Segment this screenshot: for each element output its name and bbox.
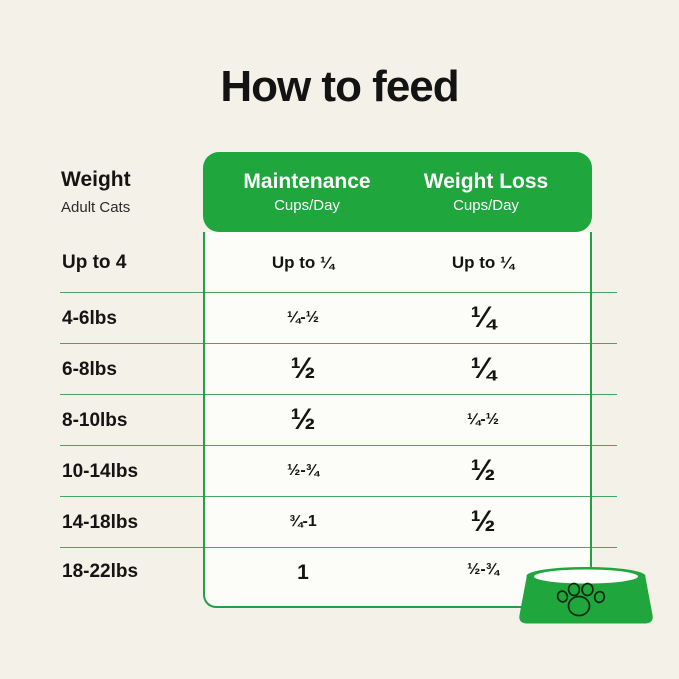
table-row: 4-6lbs ¼-½ ¼ xyxy=(60,293,617,344)
weight-loss-value: Up to ¼ xyxy=(451,252,515,272)
weight-loss-value: ½ xyxy=(470,454,496,487)
maintenance-value: 1 xyxy=(297,561,309,584)
paw-print-icon xyxy=(556,582,606,617)
weight-label: 4-6lbs xyxy=(62,307,117,329)
maintenance-value: ½-¾ xyxy=(286,462,319,479)
weight-label: 10-14lbs xyxy=(62,460,139,482)
weight-label: 14-18lbs xyxy=(62,511,139,533)
weight-label: Up to 4 xyxy=(62,251,127,273)
weight-loss-value: ¼ xyxy=(470,301,496,334)
maintenance-value: ½ xyxy=(290,352,316,385)
weight-label: 18-22lbs xyxy=(62,561,139,582)
column-header-maintenance: Maintenance Cups/Day xyxy=(203,170,411,214)
weight-label: 8-10lbs xyxy=(62,409,128,431)
weight-loss-value: ¼-½ xyxy=(466,411,499,428)
weight-header-sublabel: Adult Cats xyxy=(61,199,131,216)
maintenance-value: Up to ¼ xyxy=(271,252,335,272)
weight-loss-value: ½-¾ xyxy=(466,561,499,578)
table-header: Maintenance Cups/Day Weight Loss Cups/Da… xyxy=(203,152,592,232)
weight-loss-value: ¼ xyxy=(470,352,496,385)
table-row: 10-14lbs ½-¾ ½ xyxy=(60,446,617,497)
maintenance-value: ¾-1 xyxy=(289,513,317,530)
table-body-background xyxy=(203,232,592,608)
table-row: 8-10lbs ½ ¼-½ xyxy=(60,395,617,446)
weight-loss-label: Weight Loss xyxy=(423,170,549,193)
table-row: 14-18lbs ¾-1 ½ xyxy=(60,497,617,548)
weight-column-header: Weight Adult Cats xyxy=(61,168,131,216)
table-rows: Up to 4 Up to ¼ Up to ¼ 4-6lbs ¼-½ ¼ 6-8… xyxy=(60,232,617,614)
pet-bowl-paw-icon xyxy=(519,567,653,624)
weight-label: 6-8lbs xyxy=(62,358,117,380)
column-header-weight-loss: Weight Loss Cups/Day xyxy=(411,170,561,214)
maintenance-sublabel: Cups/Day xyxy=(274,197,340,214)
maintenance-value: ½ xyxy=(290,403,316,436)
table-row: 6-8lbs ½ ¼ xyxy=(60,344,617,395)
table-row: Up to 4 Up to ¼ Up to ¼ xyxy=(60,232,617,293)
maintenance-value: ¼-½ xyxy=(286,309,319,326)
weight-loss-sublabel: Cups/Day xyxy=(453,197,519,214)
maintenance-label: Maintenance xyxy=(243,170,371,193)
table-row: 18-22lbs 1 ½-¾ xyxy=(60,548,617,614)
page-title: How to feed xyxy=(220,62,459,111)
weight-loss-value: ½ xyxy=(470,505,496,538)
weight-header-label: Weight xyxy=(61,168,131,191)
